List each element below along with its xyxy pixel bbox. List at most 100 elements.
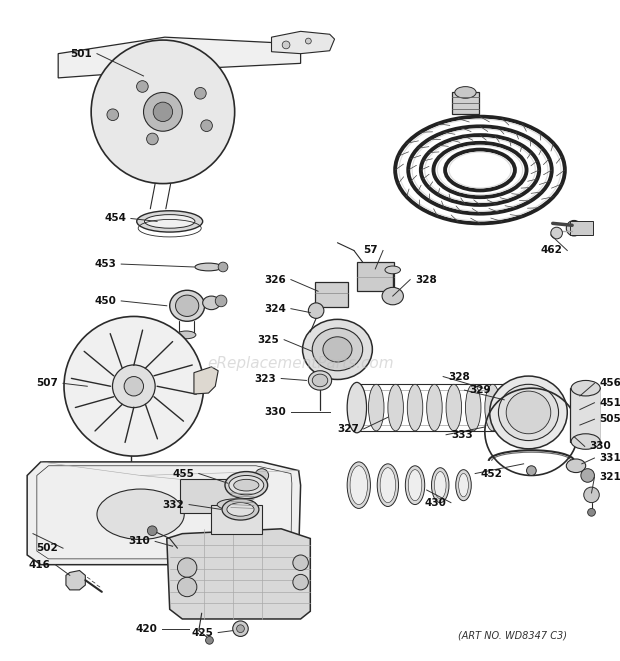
Circle shape — [206, 637, 213, 644]
Text: 333: 333 — [451, 430, 472, 440]
Ellipse shape — [175, 295, 199, 317]
Ellipse shape — [446, 384, 461, 431]
Circle shape — [177, 577, 197, 597]
Polygon shape — [272, 31, 335, 54]
Circle shape — [232, 621, 248, 637]
Text: 416: 416 — [29, 560, 50, 570]
Ellipse shape — [498, 384, 559, 441]
Text: 310: 310 — [128, 537, 150, 547]
Circle shape — [308, 303, 324, 319]
Ellipse shape — [571, 381, 600, 396]
Ellipse shape — [566, 459, 586, 473]
Circle shape — [588, 508, 595, 516]
Circle shape — [112, 365, 155, 408]
Circle shape — [255, 469, 268, 483]
Polygon shape — [194, 367, 218, 394]
Ellipse shape — [368, 384, 384, 431]
Ellipse shape — [405, 466, 425, 504]
Ellipse shape — [382, 288, 404, 305]
Text: 456: 456 — [600, 378, 620, 389]
Ellipse shape — [347, 382, 366, 433]
Ellipse shape — [97, 489, 184, 539]
Ellipse shape — [490, 376, 567, 449]
Circle shape — [218, 262, 228, 272]
Text: 332: 332 — [162, 500, 184, 510]
Ellipse shape — [408, 470, 422, 500]
Circle shape — [282, 41, 290, 49]
Text: 455: 455 — [172, 469, 194, 479]
Ellipse shape — [455, 87, 476, 98]
Circle shape — [107, 109, 118, 120]
Ellipse shape — [504, 384, 520, 431]
Ellipse shape — [432, 468, 449, 502]
Ellipse shape — [506, 391, 551, 434]
Circle shape — [526, 466, 536, 475]
Bar — [357, 262, 394, 292]
Bar — [570, 388, 601, 442]
Circle shape — [136, 81, 148, 93]
Circle shape — [153, 102, 172, 122]
Text: eReplacementParts.com: eReplacementParts.com — [207, 356, 394, 371]
Ellipse shape — [508, 382, 529, 433]
Ellipse shape — [485, 384, 500, 431]
Text: 502: 502 — [37, 543, 58, 553]
Text: 425: 425 — [192, 627, 213, 638]
Text: 326: 326 — [264, 274, 286, 285]
Bar — [211, 504, 262, 533]
Ellipse shape — [456, 470, 471, 500]
Ellipse shape — [303, 319, 373, 379]
Text: 323: 323 — [255, 373, 277, 383]
Circle shape — [126, 469, 136, 479]
Ellipse shape — [312, 328, 363, 371]
Circle shape — [64, 317, 203, 456]
Text: 330: 330 — [590, 442, 611, 451]
Polygon shape — [66, 570, 86, 590]
Circle shape — [306, 38, 311, 44]
Text: 505: 505 — [600, 414, 620, 424]
Bar — [452, 93, 479, 114]
Ellipse shape — [217, 499, 256, 510]
Circle shape — [551, 227, 562, 239]
Text: 452: 452 — [480, 469, 502, 479]
Ellipse shape — [350, 466, 368, 504]
Bar — [570, 221, 593, 235]
Ellipse shape — [347, 462, 370, 508]
Text: 420: 420 — [135, 624, 157, 634]
Ellipse shape — [91, 40, 234, 184]
Ellipse shape — [349, 384, 365, 431]
Circle shape — [201, 120, 213, 132]
Text: 325: 325 — [257, 334, 279, 345]
Ellipse shape — [195, 263, 222, 271]
Polygon shape — [27, 462, 301, 564]
Ellipse shape — [225, 471, 268, 499]
Ellipse shape — [227, 502, 254, 516]
Circle shape — [195, 87, 206, 99]
Text: 507: 507 — [37, 378, 58, 389]
Ellipse shape — [385, 266, 401, 274]
Text: 324: 324 — [264, 303, 286, 314]
Ellipse shape — [380, 468, 396, 502]
Text: 450: 450 — [94, 296, 117, 306]
Ellipse shape — [177, 331, 196, 338]
Text: 328: 328 — [448, 371, 470, 381]
Circle shape — [237, 625, 244, 633]
Circle shape — [148, 526, 157, 535]
Text: 329: 329 — [469, 385, 491, 395]
Circle shape — [293, 574, 308, 590]
Ellipse shape — [435, 471, 446, 499]
Text: 462: 462 — [541, 245, 562, 256]
Circle shape — [584, 487, 600, 502]
Ellipse shape — [312, 374, 328, 387]
Circle shape — [581, 469, 595, 483]
Circle shape — [215, 295, 227, 307]
Text: 451: 451 — [600, 398, 620, 408]
Ellipse shape — [229, 475, 264, 495]
Ellipse shape — [466, 384, 481, 431]
Text: (ART NO. WD8347 C3): (ART NO. WD8347 C3) — [458, 631, 567, 641]
Text: 327: 327 — [337, 424, 359, 434]
Ellipse shape — [571, 434, 600, 449]
Ellipse shape — [144, 215, 195, 228]
Ellipse shape — [407, 384, 423, 431]
Text: 331: 331 — [600, 453, 620, 463]
Ellipse shape — [203, 296, 220, 309]
